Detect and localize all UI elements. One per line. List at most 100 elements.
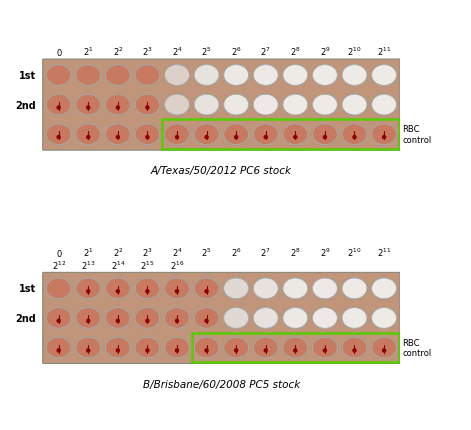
Ellipse shape [224,65,249,86]
Ellipse shape [283,278,308,299]
Ellipse shape [135,65,160,86]
Ellipse shape [145,348,150,353]
Ellipse shape [46,307,72,329]
Ellipse shape [164,278,190,300]
Ellipse shape [342,125,367,145]
Ellipse shape [323,135,327,140]
Ellipse shape [145,289,150,294]
Ellipse shape [175,135,179,140]
Ellipse shape [253,95,278,116]
Ellipse shape [204,289,209,294]
Ellipse shape [234,348,238,353]
Ellipse shape [194,278,219,299]
Text: 2$^2$: 2$^2$ [113,45,123,58]
Text: 2$^4$: 2$^4$ [171,45,182,58]
Ellipse shape [134,278,161,300]
Ellipse shape [283,308,308,329]
Text: 2$^3$: 2$^3$ [142,45,153,58]
Ellipse shape [312,65,338,87]
Ellipse shape [263,135,268,140]
Text: A/Texas/50/2012 PC6 stock: A/Texas/50/2012 PC6 stock [151,166,292,176]
Ellipse shape [115,348,120,353]
Ellipse shape [194,65,219,86]
Ellipse shape [57,135,61,140]
Ellipse shape [372,338,397,358]
Ellipse shape [253,278,279,300]
Text: 2$^{16}$: 2$^{16}$ [170,259,184,272]
Ellipse shape [105,307,131,329]
Ellipse shape [86,135,90,140]
Text: 2nd: 2nd [16,100,36,111]
Ellipse shape [282,124,309,146]
Ellipse shape [135,278,160,299]
Ellipse shape [253,65,278,86]
Ellipse shape [312,65,337,86]
Ellipse shape [134,337,161,359]
Ellipse shape [371,95,397,116]
Ellipse shape [194,95,219,116]
Text: 2$^7$: 2$^7$ [260,246,271,258]
FancyBboxPatch shape [43,60,400,151]
Ellipse shape [106,125,130,145]
Ellipse shape [223,124,249,146]
Ellipse shape [283,95,308,116]
Ellipse shape [135,125,160,145]
Ellipse shape [293,348,298,353]
Ellipse shape [293,135,298,140]
Ellipse shape [253,124,279,146]
Ellipse shape [372,308,397,329]
Ellipse shape [263,348,268,353]
Ellipse shape [234,135,238,140]
Ellipse shape [312,278,337,299]
Ellipse shape [371,307,397,329]
Ellipse shape [164,338,189,358]
Ellipse shape [204,348,209,353]
Ellipse shape [46,95,72,116]
Text: 1st: 1st [19,71,36,81]
Ellipse shape [86,106,90,111]
Text: 2$^6$: 2$^6$ [231,246,242,258]
Ellipse shape [312,95,337,116]
Ellipse shape [46,278,71,299]
Text: RBC
control: RBC control [402,125,431,144]
Ellipse shape [312,308,337,329]
Text: 2$^{13}$: 2$^{13}$ [81,259,96,272]
Ellipse shape [282,95,309,116]
Ellipse shape [105,95,131,116]
Ellipse shape [76,65,101,86]
Ellipse shape [76,95,101,116]
Ellipse shape [341,124,367,146]
Text: 2$^{11}$: 2$^{11}$ [377,246,391,258]
Ellipse shape [312,278,338,300]
Text: 2$^7$: 2$^7$ [260,45,271,58]
Ellipse shape [253,65,279,87]
Text: 0: 0 [56,249,61,258]
Ellipse shape [194,95,219,116]
Ellipse shape [283,125,308,145]
Ellipse shape [145,135,150,140]
Ellipse shape [341,278,367,300]
Text: 2$^3$: 2$^3$ [142,246,153,258]
Text: 1st: 1st [19,284,36,294]
Ellipse shape [164,65,190,87]
Bar [192,333,399,362]
Ellipse shape [46,337,72,359]
Ellipse shape [46,95,71,116]
Ellipse shape [382,135,386,140]
Ellipse shape [105,65,131,87]
Ellipse shape [312,338,337,358]
Ellipse shape [224,125,249,145]
Bar [162,120,399,150]
Text: 2$^{11}$: 2$^{11}$ [377,45,391,58]
Ellipse shape [46,125,71,145]
Ellipse shape [223,95,249,116]
Ellipse shape [46,65,71,86]
Ellipse shape [372,278,397,299]
Ellipse shape [253,307,279,329]
Ellipse shape [194,308,219,329]
Ellipse shape [382,348,386,353]
Text: 2$^{10}$: 2$^{10}$ [347,246,362,258]
Ellipse shape [115,319,120,323]
Text: 2$^1$: 2$^1$ [83,45,94,58]
Text: 2$^{12}$: 2$^{12}$ [51,259,66,272]
